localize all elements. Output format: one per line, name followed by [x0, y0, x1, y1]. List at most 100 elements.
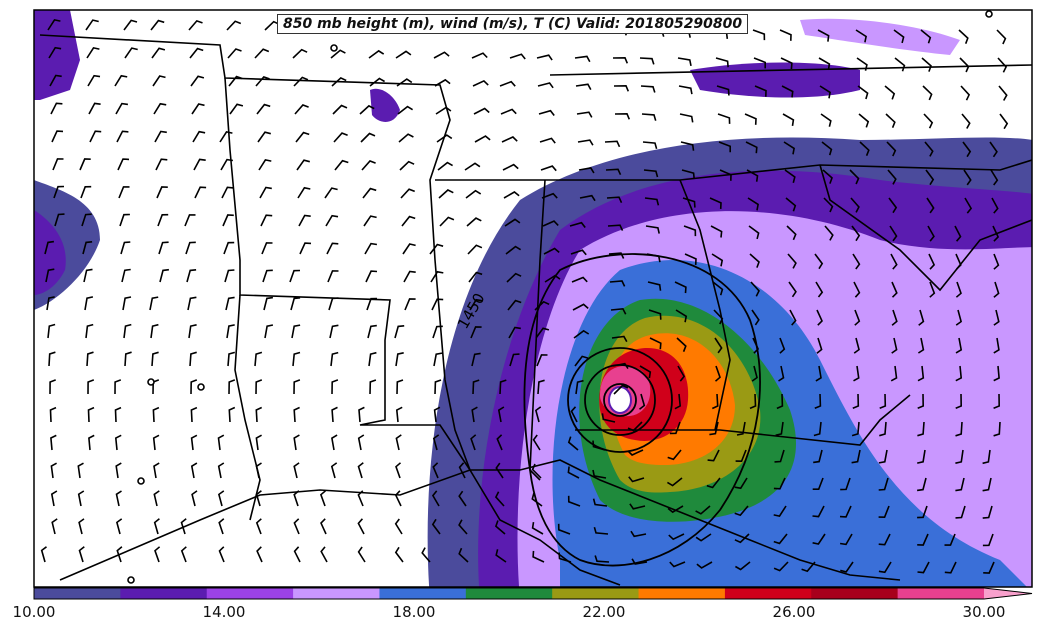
wind-barb [327, 270, 339, 283]
wind-barb [190, 75, 205, 87]
wind-barb [955, 365, 963, 382]
state-boundaries [39, 34, 1032, 586]
wind-barb [822, 169, 833, 184]
wind-barb [190, 406, 198, 423]
wind-barb [49, 74, 62, 87]
wind-barb [224, 269, 235, 283]
wind-barb [955, 505, 966, 519]
wind-barb [331, 379, 339, 395]
wind-barb [464, 162, 481, 171]
wind-barb [814, 393, 822, 410]
wind-barb [119, 213, 130, 227]
wind-barb [751, 309, 760, 326]
wind-barb [958, 29, 969, 44]
wind-barb [709, 197, 722, 209]
wind-barb [471, 406, 478, 423]
wind-barb [115, 102, 129, 115]
wind-barb [256, 103, 271, 115]
wind-barb [680, 141, 695, 151]
wind-barb [878, 449, 888, 464]
wind-barb [788, 281, 797, 298]
wind-barb [782, 113, 795, 127]
wind-barb [329, 324, 339, 339]
wind-barb [191, 103, 205, 115]
wind-barb [773, 533, 788, 545]
wind-barb [438, 189, 454, 199]
wind-barb [570, 249, 587, 256]
wind-barb [852, 393, 860, 410]
wind-barb [395, 50, 412, 59]
wind-barb [955, 337, 963, 354]
wind-barb [927, 225, 935, 242]
wind-barb [710, 225, 723, 238]
wind-barb [474, 135, 491, 143]
wind-barb [711, 393, 719, 410]
wind-barb [293, 546, 301, 563]
wind-barb [666, 477, 683, 487]
wind-barb [543, 247, 560, 255]
wind-barb [357, 462, 364, 479]
wind-barb [642, 141, 658, 150]
wind-barb [295, 131, 310, 143]
wind-barb [369, 379, 377, 395]
wind-barb [613, 384, 629, 395]
wind-barb [194, 186, 207, 199]
wind-barb [889, 225, 898, 242]
wind-barb [116, 130, 129, 143]
wind-barb [51, 130, 64, 143]
wind-barb [779, 29, 792, 41]
wind-barb [495, 462, 504, 479]
wind-barb [916, 477, 927, 492]
wind-barb [752, 29, 766, 41]
wind-barb [180, 518, 187, 535]
wind-barb [191, 490, 198, 507]
wind-barb [989, 141, 998, 158]
wind-barb [776, 393, 784, 410]
wind-barb [77, 490, 85, 507]
wind-barb [294, 104, 309, 115]
wind-barb [255, 434, 262, 451]
wind-barb [839, 533, 853, 546]
wind-barb [502, 163, 519, 171]
wind-barb [695, 505, 711, 515]
wind-barb [922, 85, 933, 101]
wind-barb [357, 518, 365, 535]
wind-barb [924, 141, 934, 157]
wind-barb [358, 406, 365, 423]
station-markers [127, 10, 993, 584]
wind-barb [824, 225, 834, 241]
colorbar-segment [552, 588, 640, 599]
wind-barb [221, 186, 234, 199]
wind-barb [674, 393, 682, 410]
wind-barb [614, 112, 631, 120]
wind-barb [639, 393, 646, 410]
wind-barb [678, 85, 693, 95]
wind-barb [674, 281, 687, 294]
wind-barb [567, 495, 581, 507]
wind-barb [823, 197, 834, 213]
wind-barb [254, 48, 270, 59]
wind-barb [330, 351, 339, 367]
wind-barb [401, 215, 416, 227]
wind-barb [886, 141, 897, 157]
wind-barb [292, 351, 301, 367]
wind-barb [219, 131, 233, 143]
height-contours [523, 253, 761, 567]
wind-barb [54, 213, 65, 227]
wind-barb [629, 503, 646, 510]
wind-barb [429, 243, 444, 255]
wind-barb [361, 160, 376, 171]
wind-barb [610, 307, 627, 315]
wind-barb [982, 449, 991, 465]
wind-barb [744, 113, 757, 125]
wind-barb [612, 56, 629, 64]
wind-barb [534, 406, 542, 423]
wind-barb [289, 269, 301, 283]
wind-barb [431, 490, 440, 507]
wind-barb [573, 329, 590, 339]
wind-barb [714, 337, 723, 354]
wind-barb [787, 253, 797, 269]
wind-barb [813, 421, 822, 437]
colorbar-tick-label: 18.00 [392, 603, 436, 621]
wind-barb [88, 102, 101, 115]
